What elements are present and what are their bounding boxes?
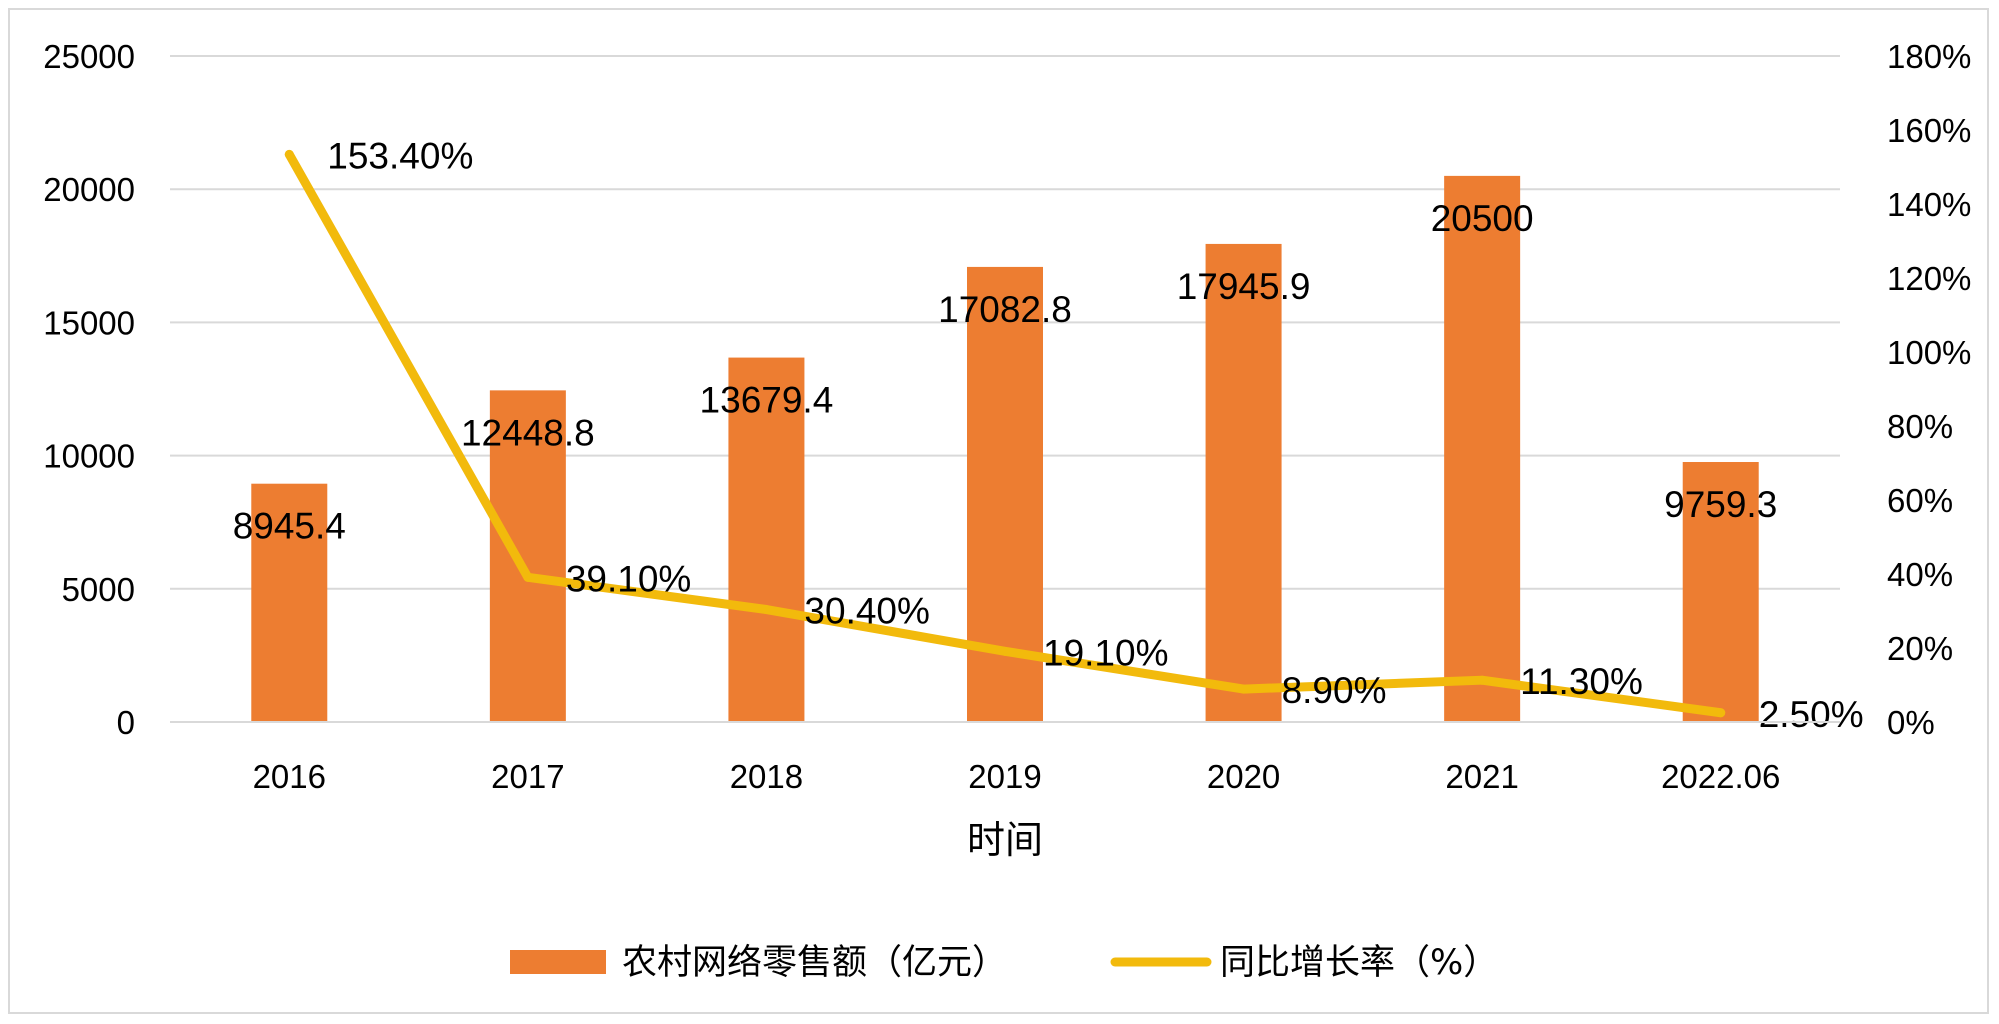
left-tick-label: 25000 (43, 38, 135, 75)
line-data-label: 153.40% (327, 135, 473, 176)
right-tick-label: 180% (1887, 38, 1971, 75)
x-tick-label: 2022.06 (1661, 758, 1780, 795)
bar-data-label: 13679.4 (700, 380, 834, 421)
line-data-label: 8.90% (1282, 670, 1387, 711)
bar-data-label: 9759.3 (1664, 484, 1777, 525)
x-axis-title: 时间 (967, 818, 1043, 862)
bar-data-label: 8945.4 (233, 506, 346, 547)
x-tick-label: 2021 (1445, 758, 1518, 795)
left-y-axis: 0 5000 10000 15000 20000 25000 (43, 38, 135, 741)
bar-data-label: 17082.8 (938, 289, 1072, 330)
left-tick-label: 5000 (62, 571, 135, 608)
line-data-label: 2.50% (1759, 694, 1864, 735)
x-tick-label: 2016 (253, 758, 326, 795)
bar (1205, 243, 1282, 723)
bar-data-label: 12448.8 (461, 412, 595, 453)
left-tick-label: 10000 (43, 438, 135, 475)
right-tick-label: 140% (1887, 186, 1971, 223)
bar-data-label: 20500 (1431, 198, 1534, 239)
right-tick-label: 60% (1887, 482, 1953, 519)
right-tick-label: 100% (1887, 334, 1971, 371)
line-point (1477, 675, 1487, 685)
line-point (1000, 646, 1010, 656)
line-data-label: 39.10% (566, 558, 692, 599)
bar-series: 8945.4 12448.8 13679.4 17082.8 17945.9 20500 9… (233, 175, 1777, 723)
line-point (1716, 708, 1726, 718)
legend-swatch-sales (510, 950, 606, 974)
bar (489, 390, 566, 722)
right-tick-label: 160% (1887, 112, 1971, 149)
legend: 农村网络零售额（亿元） 同比增长率（%） (510, 943, 1498, 983)
bar-data-label: 17945.9 (1177, 266, 1311, 307)
right-tick-label: 40% (1887, 556, 1953, 593)
legend-label-sales: 农村网络零售额（亿元） (622, 943, 1007, 983)
right-tick-label: 20% (1887, 630, 1953, 667)
x-tick-label: 2018 (730, 758, 803, 795)
line-point (1239, 684, 1249, 694)
bar (1444, 175, 1521, 722)
chart-frame: 8945.4 12448.8 13679.4 17082.8 17945.9 20500 9… (8, 8, 1989, 1014)
x-tick-label: 2019 (968, 758, 1041, 795)
line-point (284, 149, 294, 159)
left-tick-label: 15000 (43, 304, 135, 341)
left-tick-label: 0 (117, 704, 135, 741)
line-point (761, 605, 771, 615)
bar (728, 357, 805, 722)
x-axis: 2016 2017 2018 2019 2020 2021 2022.06 (170, 721, 1840, 795)
bar (251, 483, 328, 722)
right-tick-label: 80% (1887, 408, 1953, 445)
x-tick-label: 2020 (1207, 758, 1280, 795)
line-point (523, 572, 533, 582)
line-data-label: 30.40% (804, 591, 930, 632)
x-tick-label: 2017 (491, 758, 564, 795)
combo-chart: 8945.4 12448.8 13679.4 17082.8 17945.9 20500 9… (43, 38, 1971, 983)
line-series: 153.40% 39.10% 30.40% 19.10% 8.90% 11.30% 2.50… (284, 135, 1864, 735)
bar (1682, 462, 1759, 722)
right-y-axis: 0% 20% 40% 60% 80% 100% 120% 140% 160% 180% (1887, 38, 1971, 741)
legend-label-growth: 同比增长率（%） (1220, 943, 1498, 983)
right-tick-label: 0% (1887, 704, 1935, 741)
right-tick-label: 120% (1887, 260, 1971, 297)
line-data-label: 11.30% (1520, 661, 1643, 702)
line-data-label: 19.10% (1043, 632, 1169, 673)
left-tick-label: 20000 (43, 171, 135, 208)
